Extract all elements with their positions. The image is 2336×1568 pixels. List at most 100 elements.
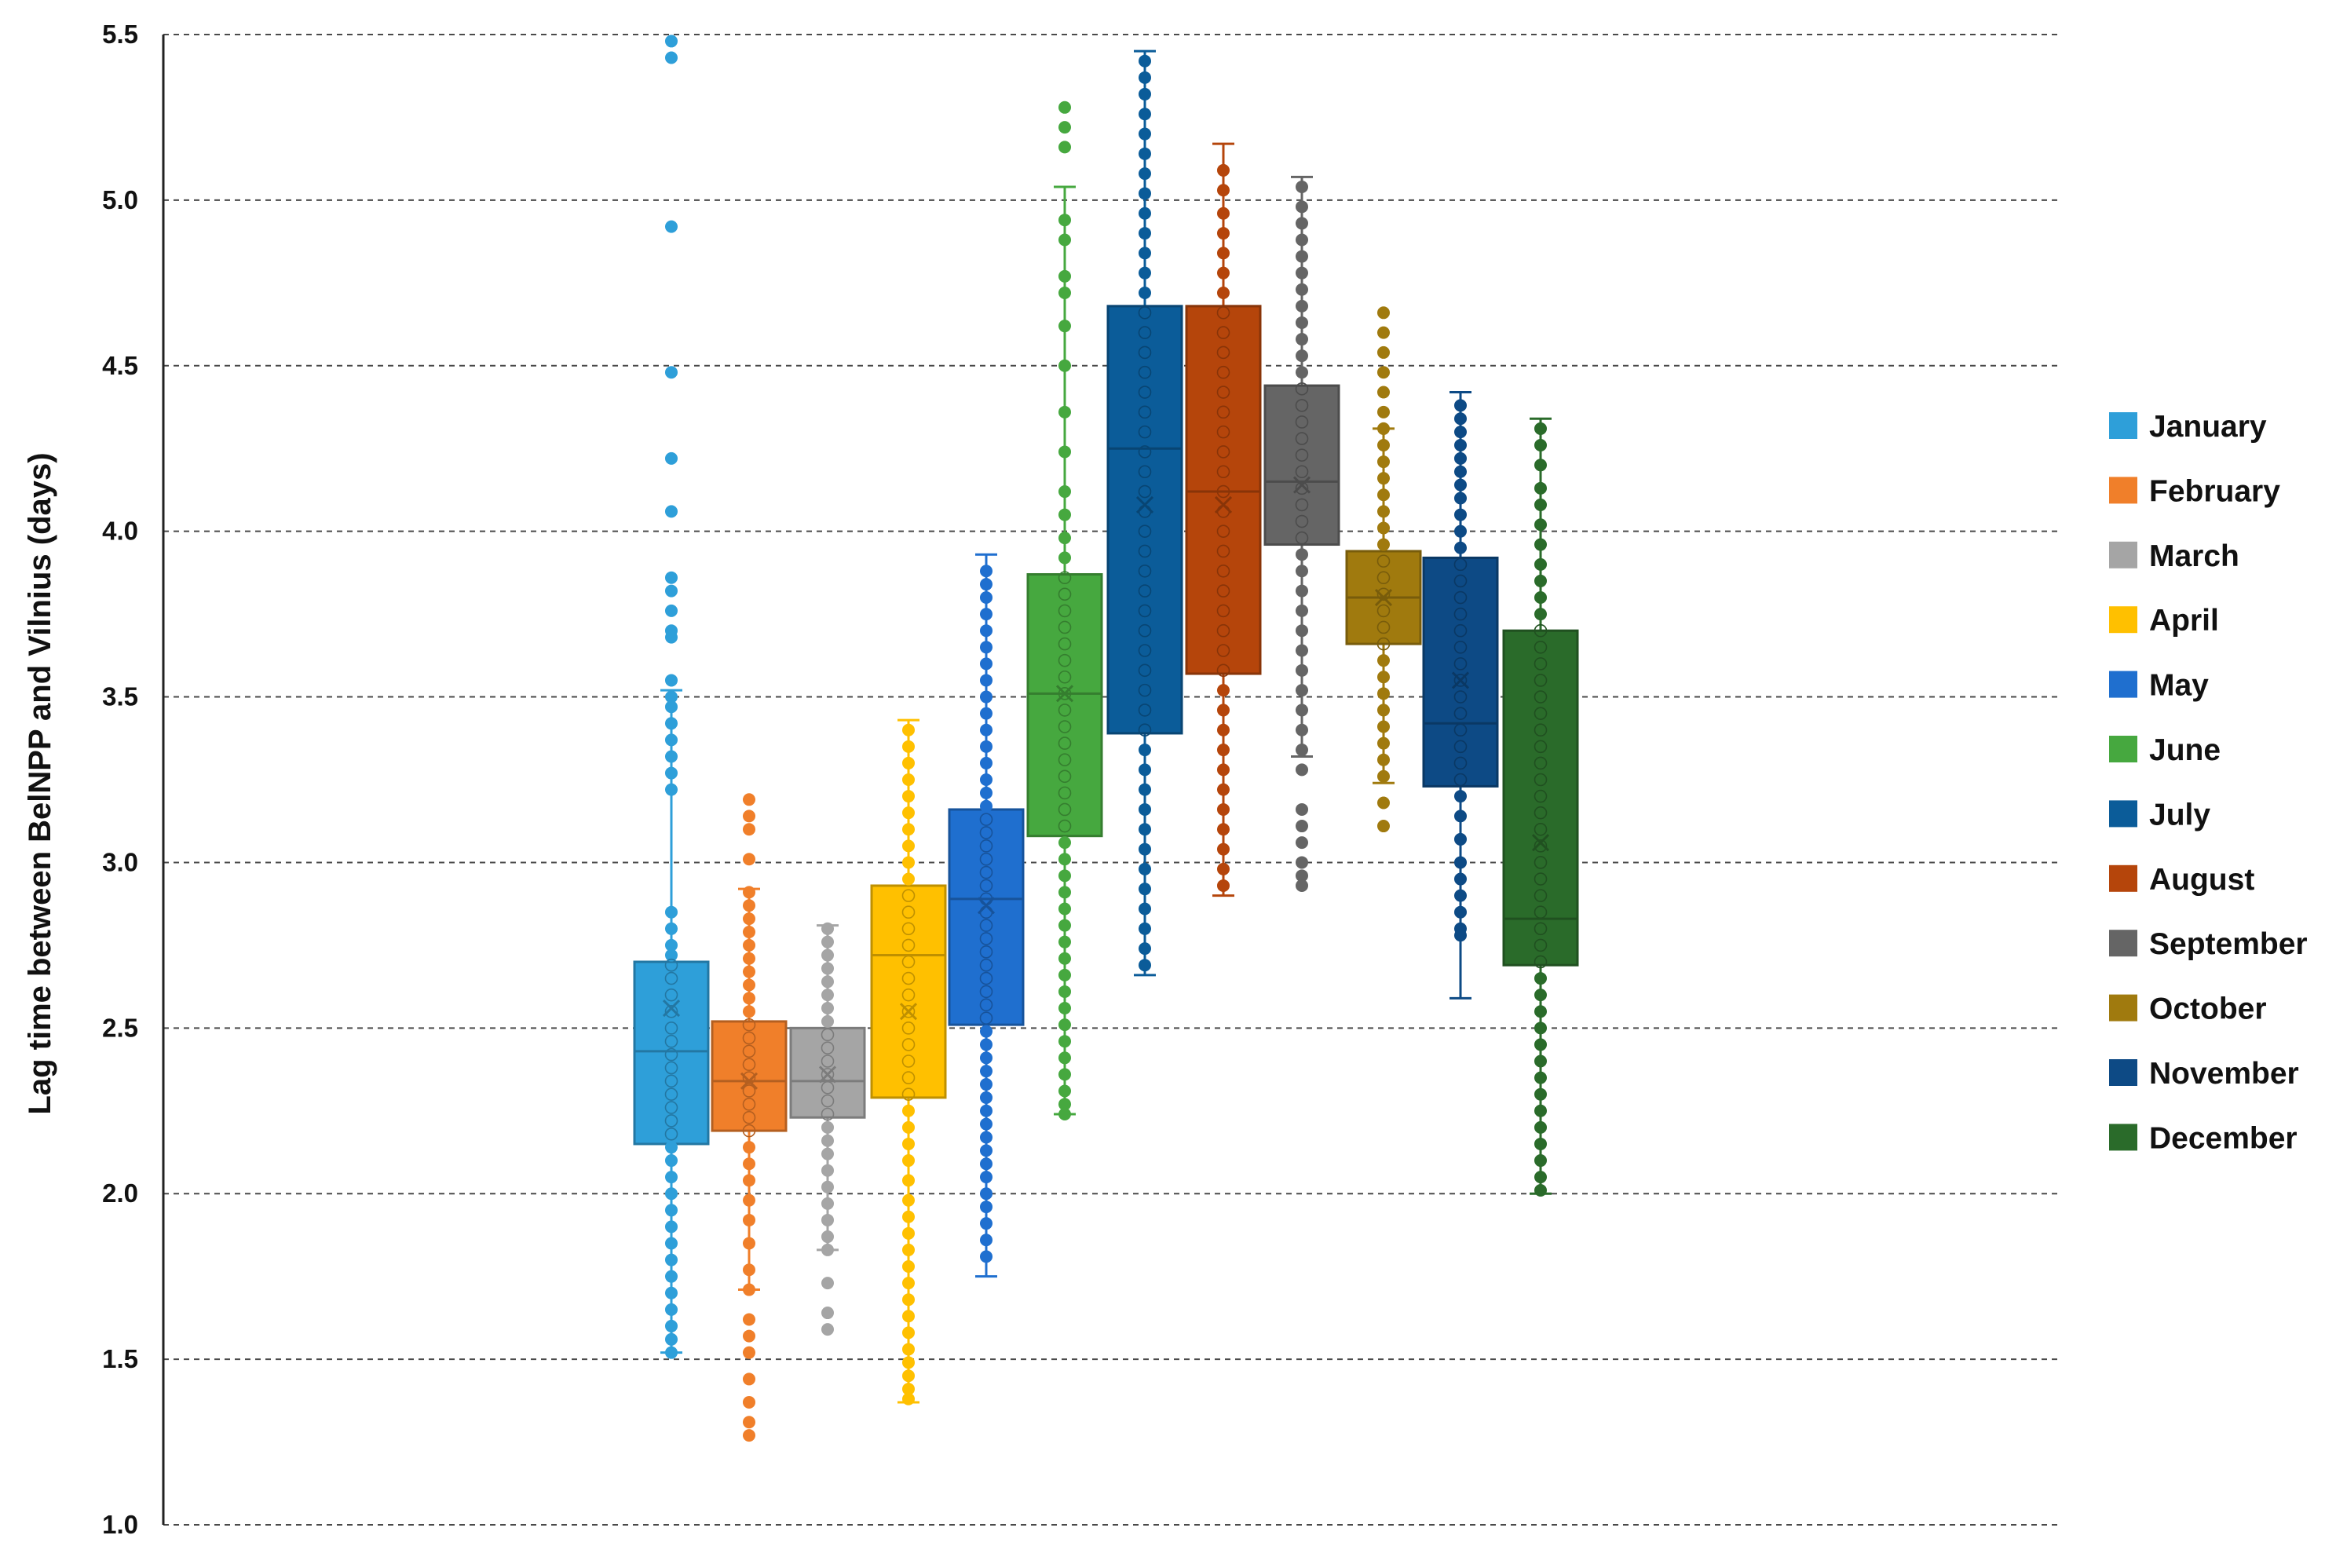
y-tick-label: 2.5 (102, 1013, 138, 1042)
data-point (1454, 399, 1467, 412)
data-point (980, 690, 993, 704)
data-point (665, 1187, 678, 1201)
data-point (1058, 1051, 1071, 1065)
data-point (979, 865, 993, 879)
data-point (1296, 333, 1308, 346)
data-point (1058, 753, 1072, 766)
data-point (1217, 704, 1230, 717)
data-point (1454, 451, 1467, 465)
data-point (1377, 736, 1390, 750)
box-iqr (1422, 556, 1499, 788)
data-point (980, 1157, 993, 1171)
data-point (1534, 481, 1547, 495)
data-point (743, 899, 755, 912)
data-point (743, 978, 755, 992)
data-point (1058, 485, 1071, 499)
data-point (821, 1243, 834, 1256)
data-point (1534, 1137, 1547, 1150)
data-point (743, 992, 755, 1005)
data-point (742, 1124, 756, 1138)
data-point (980, 1104, 993, 1117)
legend-swatch (2109, 541, 2137, 568)
data-point (1534, 822, 1548, 836)
y-tick-label: 4.0 (102, 517, 138, 546)
data-point (1058, 637, 1072, 651)
data-point (902, 1154, 915, 1168)
mean-marker (740, 1072, 759, 1090)
data-point (902, 1174, 915, 1187)
legend-item-may: May (2109, 669, 2209, 703)
data-point (1058, 620, 1072, 634)
data-point (821, 1180, 834, 1193)
data-point (979, 958, 993, 972)
legend-swatch (2109, 800, 2137, 828)
box-february (711, 793, 788, 1442)
data-point (1377, 366, 1390, 379)
data-point (1534, 856, 1548, 869)
data-point (901, 988, 916, 1002)
data-point (1296, 283, 1308, 296)
data-point (902, 773, 915, 786)
data-point (743, 810, 755, 823)
box-iqr (1026, 572, 1103, 838)
data-point (1453, 590, 1468, 605)
data-point (1377, 820, 1390, 833)
data-point (1058, 286, 1071, 299)
data-point (665, 1204, 678, 1217)
data-point (1139, 883, 1151, 896)
data-point (980, 1091, 993, 1104)
data-point (1534, 955, 1548, 969)
data-point (1216, 564, 1230, 578)
data-point (665, 1220, 678, 1234)
data-point (1139, 87, 1151, 101)
data-point (1453, 690, 1468, 704)
data-point (1534, 1184, 1547, 1197)
data-point (742, 1110, 756, 1124)
data-point (1453, 756, 1468, 770)
data-point (1139, 187, 1151, 200)
data-point (1296, 744, 1308, 757)
legend-label: December (2149, 1121, 2298, 1155)
data-point (980, 1234, 993, 1247)
data-point (1296, 316, 1308, 329)
mean-marker (1451, 671, 1470, 689)
data-point (664, 1004, 678, 1018)
data-point (1295, 399, 1309, 412)
data-point (665, 1141, 678, 1154)
data-point (980, 641, 993, 654)
data-point (1377, 720, 1390, 733)
data-point (1376, 571, 1391, 585)
data-point (1534, 640, 1548, 654)
data-point (1216, 445, 1230, 459)
mean-marker (662, 999, 681, 1018)
legend-label: October (2149, 992, 2267, 1026)
data-point (1377, 345, 1390, 359)
data-point (742, 1044, 756, 1058)
data-point (1217, 823, 1230, 836)
data-point (1058, 853, 1071, 866)
legend-item-june: June (2109, 733, 2221, 767)
data-point (1058, 819, 1072, 833)
data-point (665, 1332, 678, 1346)
data-point (1216, 305, 1230, 320)
data-point (1217, 802, 1230, 816)
data-point (743, 1313, 755, 1326)
legend-swatch (2109, 1124, 2137, 1151)
data-point (664, 1022, 678, 1035)
data-point (980, 756, 993, 769)
data-point (1454, 478, 1467, 492)
data-point (1534, 498, 1547, 511)
data-point (1296, 684, 1308, 697)
data-point (1139, 959, 1151, 972)
data-point (743, 1157, 755, 1171)
data-point (742, 1084, 756, 1098)
data-point (665, 220, 678, 233)
data-point (1534, 972, 1547, 985)
data-point (1138, 524, 1152, 538)
data-point (1058, 532, 1071, 545)
data-point (902, 839, 915, 853)
data-point (1217, 247, 1230, 260)
data-point (902, 1120, 915, 1134)
data-point (980, 1201, 993, 1214)
data-point (1217, 207, 1230, 220)
